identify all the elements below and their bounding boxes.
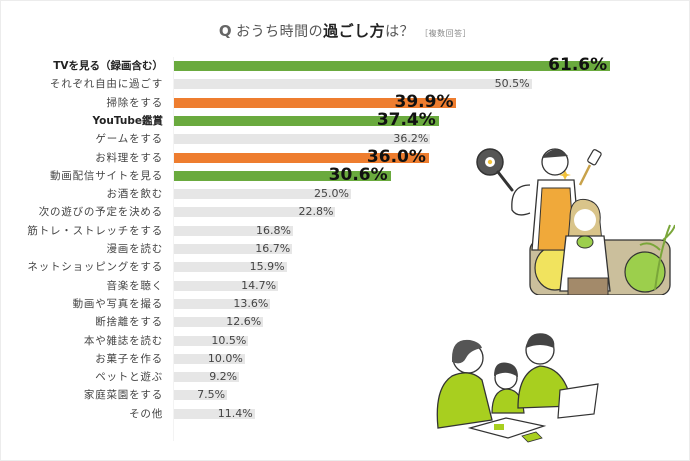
bar-row: ゲームをする 36.2% [0, 132, 690, 146]
bar-row: 家庭菜園をする 7.5% [0, 388, 690, 402]
bar [174, 280, 279, 291]
bar [174, 134, 431, 145]
bar [174, 262, 287, 273]
bar [174, 189, 351, 200]
bar-row: 次の遊びの予定を決める 22.8% [0, 205, 690, 219]
frying-pan-icon [476, 148, 514, 192]
bar-row: 筋トレ・ストレッチをする 16.8% [0, 223, 690, 237]
bar [174, 207, 336, 218]
bar-row: それぞれ自由に過ごす 50.5% [0, 77, 690, 91]
category-label: ゲームをする [95, 133, 163, 146]
bar [174, 244, 293, 254]
category-label: 動画配信サイトを見る [50, 169, 163, 182]
bar [174, 79, 532, 90]
bar [174, 408, 255, 419]
bar-row: お料理をする 36.0% [0, 147, 690, 167]
category-label: お菓子を作る [95, 352, 163, 365]
bar-row: お酒を飲む 25.0% [0, 187, 690, 201]
value-label: 15.9% [249, 260, 285, 274]
category-label: 本や雑誌を読む [83, 334, 163, 347]
bar [174, 115, 439, 126]
value-label: 10.0% [207, 351, 243, 365]
bar [174, 335, 249, 346]
category-label: 動画や写真を撮る [72, 297, 163, 310]
bar [174, 372, 240, 383]
value-label: 7.5% [197, 388, 226, 402]
value-label: 11.4% [217, 406, 253, 420]
category-label: 次の遊びの予定を決める [38, 206, 163, 219]
category-label: 音楽を聴く [106, 279, 163, 292]
value-label: 37.4% [376, 109, 436, 130]
bar [174, 97, 457, 108]
category-label: 家庭菜園をする [83, 389, 163, 402]
bar-row: 本や雑誌を読む 10.5% [0, 333, 690, 347]
bar-row: YouTube鑑賞 37.4% [0, 110, 690, 130]
question-mark-icon: Q [218, 22, 233, 40]
value-label: 14.7% [241, 278, 277, 292]
title-suffix: は？ [385, 24, 415, 40]
spatula-icon [578, 149, 602, 186]
bar [174, 298, 271, 309]
bar [174, 61, 611, 71]
bar-row: 掃除をする 39.9% [0, 92, 690, 112]
chart-title: Q おうち時間の過ごし方は？ ［複数回答］ [0, 20, 690, 41]
category-label: お料理をする [95, 151, 163, 164]
bar-row: 動画配信サイトを見る 30.6% [0, 165, 690, 185]
value-label: 10.5% [211, 333, 247, 347]
category-label: 漫画を読む [106, 243, 163, 255]
bar [174, 353, 245, 364]
value-label: 16.7% [255, 242, 291, 255]
bar [174, 225, 293, 236]
category-label: 断捨離をする [95, 316, 163, 329]
family-illustration [436, 333, 599, 443]
bar-row: 動画や写真を撮る 13.6% [0, 296, 690, 310]
value-label: 9.2% [209, 370, 238, 384]
category-label: 掃除をする [106, 96, 163, 109]
bar [174, 317, 264, 328]
title-prefix: おうち時間の [236, 24, 324, 40]
bar [174, 170, 391, 181]
category-label: その他 [129, 407, 163, 420]
bar-row: 漫画を読む 16.7% [0, 242, 690, 255]
value-label: 12.6% [226, 315, 262, 329]
category-label: ペットと遊ぶ [95, 371, 163, 384]
value-label: 36.0% [366, 146, 426, 167]
value-label: 22.8% [298, 205, 334, 219]
title-emphasis: 過ごし方 [323, 22, 386, 40]
category-label: それぞれ自由に過ごす [49, 78, 163, 91]
category-label: 筋トレ・ストレッチをする [27, 224, 163, 237]
bar-row: その他 11.4% [0, 406, 690, 420]
value-label: 39.9% [394, 91, 454, 112]
title-note: ［複数回答］ [420, 29, 472, 38]
value-label: 13.6% [233, 296, 269, 310]
axis-line [173, 57, 174, 441]
bar-row: ネットショッピングをする 15.9% [0, 260, 690, 274]
bar-row: TVを見る（録画含む） 61.6% [0, 55, 690, 75]
value-label: 25.0% [314, 187, 349, 201]
value-label: 50.5% [494, 77, 530, 91]
bar-row: お菓子を作る 10.0% [0, 351, 690, 365]
value-label: 16.8% [256, 223, 291, 237]
bar-row: ペットと遊ぶ 9.2% [0, 370, 690, 384]
couple-illustration [476, 148, 675, 295]
bar [174, 390, 228, 401]
category-label: ネットショッピングをする [27, 261, 163, 274]
bar-row: 断捨離をする 12.6% [0, 315, 690, 329]
value-label: 36.2% [393, 132, 429, 146]
bar [174, 152, 429, 163]
value-label: 61.6% [548, 55, 608, 75]
category-label: お酒を飲む [106, 188, 163, 201]
value-label: 30.6% [328, 164, 388, 185]
category-label: YouTube鑑賞 [92, 114, 163, 127]
bar-row: 音楽を聴く 14.7% [0, 278, 690, 292]
category-label: TVを見る（録画含む） [53, 60, 163, 72]
